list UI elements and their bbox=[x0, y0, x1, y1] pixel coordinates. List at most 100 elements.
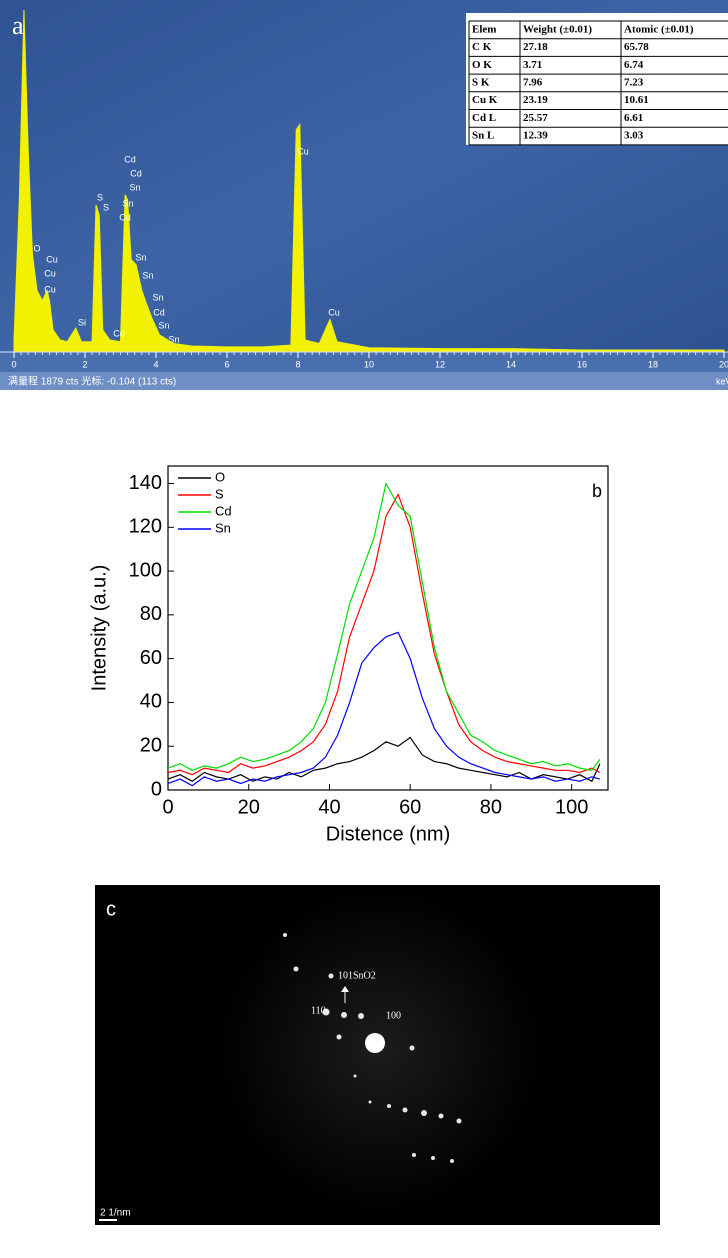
x-tick-label: 80 bbox=[480, 796, 502, 818]
diffraction-spot bbox=[431, 1156, 435, 1160]
axis-band bbox=[0, 352, 728, 372]
panel-label: b bbox=[592, 481, 602, 501]
table-cell: Cd L bbox=[472, 112, 496, 124]
x-tick-label: 40 bbox=[318, 796, 340, 818]
diffraction-spot bbox=[412, 1153, 416, 1157]
table-cell: 25.57 bbox=[523, 112, 548, 124]
peak-label: S bbox=[97, 192, 103, 202]
table-cell: 3.71 bbox=[523, 59, 542, 71]
spot-label: SnO2 bbox=[353, 970, 376, 981]
table-cell: 23.19 bbox=[523, 94, 548, 106]
spectrum-area bbox=[13, 9, 725, 353]
table-cell: 7.96 bbox=[523, 76, 543, 88]
peak-label: Sn bbox=[135, 252, 146, 262]
peak-label: Cu bbox=[297, 146, 309, 156]
table-cell: 6.61 bbox=[624, 112, 643, 124]
x-tick-label: 8 bbox=[295, 359, 300, 369]
spot-label: 101 bbox=[338, 970, 353, 981]
y-tick-label: 140 bbox=[129, 472, 162, 494]
peak-label: Cu bbox=[44, 284, 56, 294]
diffraction-spot bbox=[328, 973, 334, 979]
series-line bbox=[167, 736, 601, 783]
x-tick-label: 18 bbox=[648, 359, 658, 369]
status-bar bbox=[0, 372, 728, 390]
legend-label: Cd bbox=[215, 503, 232, 518]
peak-label: Cu bbox=[328, 307, 340, 317]
peak-label: Sn bbox=[152, 292, 163, 302]
central-spot bbox=[365, 1033, 385, 1053]
x-axis-label: keV bbox=[716, 376, 728, 386]
scale-bar-label: 2 1/nm bbox=[100, 1208, 131, 1219]
table-cell: 65.78 bbox=[624, 41, 649, 53]
y-tick-label: 120 bbox=[129, 516, 162, 538]
peak-label: Cd bbox=[130, 168, 142, 178]
spot-label: 110 bbox=[311, 1005, 326, 1016]
table-cell: Sn L bbox=[472, 130, 494, 142]
diffraction-spot bbox=[421, 1110, 427, 1116]
x-tick-label: 12 bbox=[435, 359, 445, 369]
series-line bbox=[167, 481, 601, 771]
y-tick-label: 100 bbox=[129, 559, 162, 581]
diffraction-spot bbox=[450, 1159, 454, 1163]
x-tick-label: 20 bbox=[238, 796, 260, 818]
x-tick-label: 16 bbox=[577, 359, 587, 369]
diffraction-spot bbox=[341, 1012, 347, 1018]
x-tick-label: 4 bbox=[153, 359, 158, 369]
table-background bbox=[466, 13, 728, 145]
diffraction-spot bbox=[293, 966, 299, 972]
panel-c: c 101 SnO2 110 100 2 1/nm bbox=[95, 885, 660, 1225]
legend-label: S bbox=[215, 486, 224, 501]
diffraction-spot bbox=[387, 1104, 391, 1108]
panel-label: c bbox=[106, 898, 116, 920]
x-tick-label: 6 bbox=[224, 359, 229, 369]
plot-frame bbox=[167, 465, 609, 791]
peak-label: Cu bbox=[46, 254, 58, 264]
table-header: Elem bbox=[472, 23, 496, 35]
diffraction-spot bbox=[283, 933, 287, 937]
table-cell: O K bbox=[472, 59, 492, 71]
table-cell: 10.61 bbox=[624, 94, 649, 106]
y-tick-label: 20 bbox=[140, 734, 162, 756]
peak-label: Sn bbox=[122, 198, 133, 208]
legend-label: O bbox=[215, 469, 225, 484]
x-tick-label: 60 bbox=[399, 796, 421, 818]
peak-label: Cd bbox=[153, 307, 165, 317]
y-tick-label: 40 bbox=[140, 691, 162, 713]
table-cell: 3.03 bbox=[624, 130, 644, 142]
panel-a: 0 2 4 6 8 10 12 14 16 18 20 keV 满量程 1879 cts 光标: -0.… bbox=[0, 9, 728, 388]
table-cell: 6.74 bbox=[624, 59, 644, 71]
panel-label: a bbox=[12, 11, 24, 40]
peak-label: Sn bbox=[158, 320, 169, 330]
diffraction-spot bbox=[456, 1118, 462, 1124]
peak-label: O bbox=[33, 243, 40, 253]
x-tick-label: 2 bbox=[82, 359, 87, 369]
table-header: Atomic (±0.01) bbox=[624, 23, 694, 35]
y-tick-label: 80 bbox=[140, 603, 162, 625]
x-tick-label: 14 bbox=[506, 359, 516, 369]
peak-label: Cd bbox=[113, 328, 125, 338]
peak-label: Cu bbox=[44, 268, 56, 278]
x-tick-label: 100 bbox=[555, 796, 588, 818]
table-cell: C K bbox=[472, 41, 492, 53]
x-axis-label: Distence (nm) bbox=[326, 823, 450, 845]
series-line bbox=[167, 631, 601, 787]
diffraction-spot bbox=[336, 1034, 342, 1040]
spot-label: 100 bbox=[386, 1010, 401, 1021]
x-tick-label: 0 bbox=[162, 796, 173, 818]
y-tick-label: 0 bbox=[151, 778, 162, 800]
arrow-head bbox=[341, 986, 349, 992]
y-axis-label: Intensity (a.u.) bbox=[88, 565, 110, 692]
table-header: Weight (±0.01) bbox=[523, 23, 592, 35]
x-tick-label: 10 bbox=[364, 359, 374, 369]
table-cell: S K bbox=[472, 76, 490, 88]
peak-label: Cd bbox=[119, 212, 131, 222]
legend-label: Sn bbox=[215, 520, 231, 535]
x-tick-label: 20 bbox=[719, 359, 728, 369]
panel-b: 0 20 40 60 80 100 0 20 40 60 80 100 120 140 OS Cd Sn b Dis… bbox=[88, 465, 609, 845]
table-cell: 27.18 bbox=[523, 41, 548, 53]
peak-label: Sn bbox=[129, 182, 140, 192]
table-cell: Cu K bbox=[472, 94, 498, 106]
peak-label: Cd bbox=[124, 154, 136, 164]
